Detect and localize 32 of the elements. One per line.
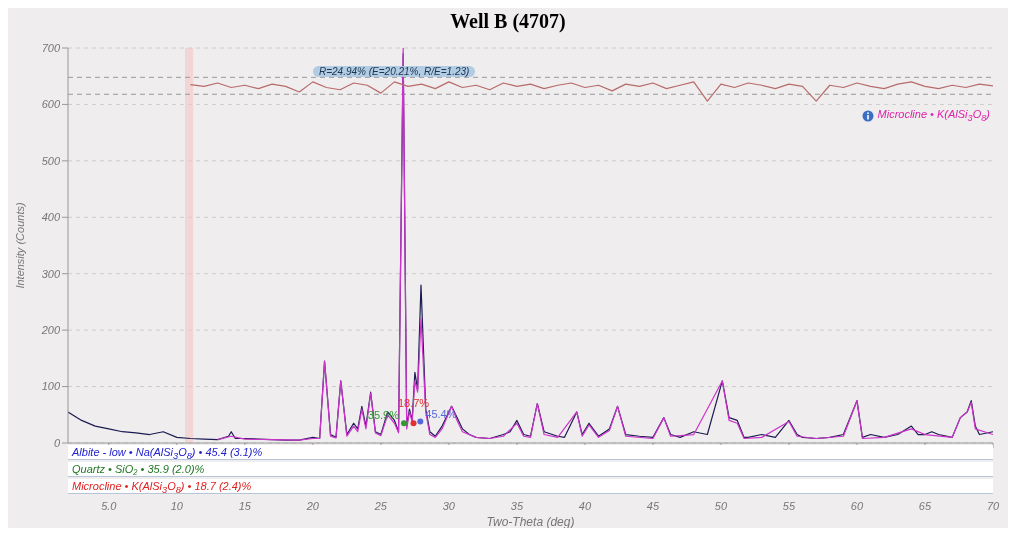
line-series: [217, 48, 993, 441]
text: Albite - low • Na(AlSi$_{3}$O$_{8}$) • 45.4 (3.1)%: [72, 446, 263, 462]
x-tick-label: 70: [986, 500, 1000, 512]
y-tick-label: 300: [41, 267, 61, 280]
chart-title: Well B (4707): [449, 10, 567, 33]
text: Quartz • SiO₂ • 35.9 (2.0)%: [72, 463, 205, 475]
y-tick-label: 500: [41, 154, 61, 167]
y-tick-label: 100: [41, 380, 61, 393]
line-series: [189, 81, 993, 102]
x-tick-label: 5.0: [101, 500, 118, 512]
y-tick-label: 0: [53, 436, 61, 449]
x-tick-label: 35: [510, 500, 524, 512]
y-tick-label: 400: [41, 211, 61, 224]
x-tick-label: 65: [918, 500, 932, 512]
x-tick-label: 50: [714, 500, 728, 512]
text: Microcline • K(AlSi$_{3}$O$_{8}$) • 18.7 (2.4)%: [72, 480, 252, 496]
x-tick-label: 25: [373, 500, 388, 512]
y-tick-label: 600: [41, 98, 61, 111]
y-axis-title: Intensity (Counts): [13, 202, 26, 289]
annotation: Microcline • K(AlSi$_{3}$O$_{8}$): [877, 108, 990, 124]
y-tick-label: 200: [40, 324, 61, 337]
x-tick-label: 20: [305, 500, 320, 512]
x-tick-label: 55: [782, 500, 796, 512]
x-tick-label: 45: [646, 500, 660, 512]
x-axis-title: Two-Theta (deg): [486, 515, 575, 529]
annotation: R=24.94% (E=20.21%, R/E=1.23): [313, 66, 476, 77]
y-tick-label: 700: [41, 41, 61, 54]
x-tick-label: 60: [850, 500, 864, 512]
x-tick-label: 10: [170, 500, 184, 512]
x-tick-label: 15: [238, 500, 252, 512]
x-tick-label: 40: [578, 500, 592, 512]
x-tick-label: 30: [442, 500, 456, 512]
